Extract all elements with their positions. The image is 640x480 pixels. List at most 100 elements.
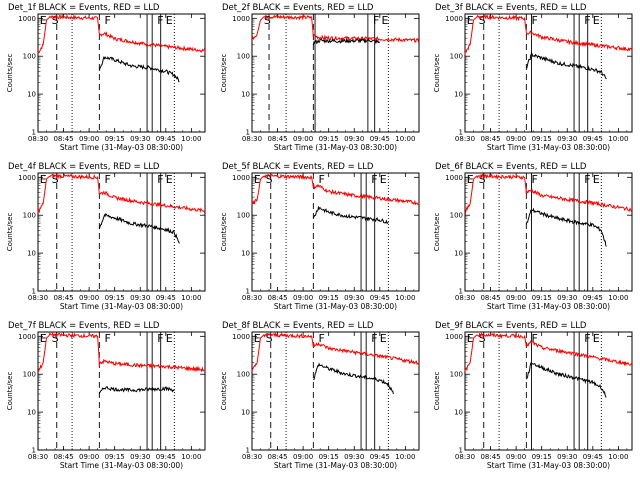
annotation-letter: S xyxy=(52,332,59,345)
series-line-lld xyxy=(251,13,420,43)
x-tick-label: 09:15 xyxy=(105,453,125,461)
annotation-letter: F xyxy=(371,332,377,345)
annotation-letter: E xyxy=(593,14,600,27)
annotation-letter: S xyxy=(479,173,486,186)
x-tick-label: 10:00 xyxy=(395,135,415,143)
annotation-letter: F xyxy=(157,173,163,186)
x-tick-label: 08:45 xyxy=(267,135,287,143)
x-tick-label: 08:30 xyxy=(28,135,48,143)
series-line-events xyxy=(98,55,180,83)
x-tick-label: 09:00 xyxy=(79,294,99,302)
x-tick-label: 09:00 xyxy=(506,453,526,461)
y-tick-label: 1 xyxy=(32,129,36,137)
annotation-letter: S xyxy=(266,332,273,345)
y-tick-label: 100 xyxy=(23,371,36,379)
y-tick-label: 1 xyxy=(459,447,463,455)
y-axis-label: Counts/sec xyxy=(220,54,228,93)
x-tick-label: 09:15 xyxy=(532,294,552,302)
series-line-events xyxy=(313,362,394,395)
chart-panel-2: Det_2f BLACK = Events, RED = LLD 08:30 08:… xyxy=(220,3,420,152)
x-tick-label: 10:00 xyxy=(608,453,628,461)
x-tick-label: 09:30 xyxy=(130,135,150,143)
x-tick-label: 09:00 xyxy=(293,135,313,143)
y-tick-label: 1000 xyxy=(232,333,250,341)
y-axis-label: Counts/sec xyxy=(6,213,14,252)
x-tick-label: 09:15 xyxy=(105,135,125,143)
x-tick-label: 10:00 xyxy=(608,135,628,143)
x-tick-label: 08:45 xyxy=(53,135,73,143)
x-tick-label: 08:30 xyxy=(28,294,48,302)
y-tick-label: 100 xyxy=(237,371,250,379)
x-axis-label: Start Time (31-May-03 08:30:00) xyxy=(60,461,183,470)
x-tick-label: 09:00 xyxy=(293,453,313,461)
annotation-letter: F xyxy=(318,332,324,345)
annotation-letter: E xyxy=(254,332,261,345)
y-tick-label: 100 xyxy=(237,53,250,61)
plot-frame xyxy=(464,331,633,451)
x-tick-label: 08:30 xyxy=(28,453,48,461)
x-tick-label: 08:30 xyxy=(455,453,475,461)
y-tick-label: 10 xyxy=(241,250,250,258)
annotation-letter: F xyxy=(104,14,110,27)
y-tick-label: 1 xyxy=(459,129,463,137)
y-axis-label: Counts/sec xyxy=(220,213,228,252)
annotation-letter: S xyxy=(479,332,486,345)
x-tick-label: 08:45 xyxy=(480,294,500,302)
annotation-letter: E xyxy=(166,14,173,27)
chart-title: Det_2f BLACK = Events, RED = LLD xyxy=(222,3,374,13)
series-line-events xyxy=(525,207,607,247)
chart-panel-5: Det_5f BLACK = Events, RED = LLD 08:30 08:… xyxy=(220,162,420,311)
x-tick-label: 08:45 xyxy=(53,453,73,461)
x-tick-label: 09:30 xyxy=(344,135,364,143)
series-line-lld xyxy=(464,14,633,55)
x-axis-label: Start Time (31-May-03 08:30:00) xyxy=(487,143,610,152)
series-line-lld xyxy=(464,172,633,214)
annotation-letter: S xyxy=(266,173,273,186)
x-tick-label: 08:30 xyxy=(455,135,475,143)
y-tick-label: 10 xyxy=(27,250,36,258)
annotation-letter: F xyxy=(104,173,110,186)
x-tick-label: 09:30 xyxy=(344,294,364,302)
y-tick-label: 1000 xyxy=(18,333,36,341)
chart-panel-7: Det_7f BLACK = Events, RED = LLD 08:30 08:… xyxy=(6,321,206,470)
plot-frame xyxy=(251,172,420,292)
annotation-letter: E xyxy=(380,332,387,345)
annotation-letter: E xyxy=(380,173,387,186)
plot-frame xyxy=(37,331,206,451)
x-tick-label: 09:15 xyxy=(532,453,552,461)
y-tick-label: 10 xyxy=(27,91,36,99)
y-axis-label: Counts/sec xyxy=(6,54,14,93)
annotation-letter: E xyxy=(40,173,47,186)
series-line-lld xyxy=(251,332,420,371)
x-axis-label: Start Time (31-May-03 08:30:00) xyxy=(487,461,610,470)
y-tick-label: 1000 xyxy=(232,174,250,182)
x-tick-label: 10:00 xyxy=(181,453,201,461)
annotation-letter: F xyxy=(157,332,163,345)
x-tick-label: 09:15 xyxy=(319,294,339,302)
y-tick-label: 1000 xyxy=(18,174,36,182)
plot-frame xyxy=(37,13,206,133)
y-tick-label: 10 xyxy=(241,91,250,99)
chart-panel-9: Det_9f BLACK = Events, RED = LLD 08:30 08:… xyxy=(433,321,633,470)
annotation-letter: F xyxy=(371,173,377,186)
x-tick-label: 08:30 xyxy=(242,135,262,143)
x-tick-label: 09:00 xyxy=(506,135,526,143)
y-tick-label: 100 xyxy=(23,53,36,61)
x-tick-label: 09:45 xyxy=(370,453,390,461)
y-axis-label: Counts/sec xyxy=(433,213,441,252)
annotation-letter: E xyxy=(467,332,474,345)
x-axis-label: Start Time (31-May-03 08:30:00) xyxy=(60,143,183,152)
x-tick-label: 10:00 xyxy=(395,294,415,302)
chart-title: Det_4f BLACK = Events, RED = LLD xyxy=(8,162,160,172)
x-tick-label: 09:00 xyxy=(79,453,99,461)
y-tick-label: 1000 xyxy=(445,333,463,341)
y-tick-label: 10 xyxy=(454,409,463,417)
plot-frame xyxy=(251,331,420,451)
x-tick-label: 09:00 xyxy=(293,294,313,302)
plot-frame xyxy=(464,172,633,292)
annotation-letter: F xyxy=(531,332,537,345)
x-tick-label: 09:30 xyxy=(130,453,150,461)
series-line-lld xyxy=(37,14,206,54)
series-line-lld xyxy=(37,173,206,214)
x-tick-label: 09:00 xyxy=(506,294,526,302)
